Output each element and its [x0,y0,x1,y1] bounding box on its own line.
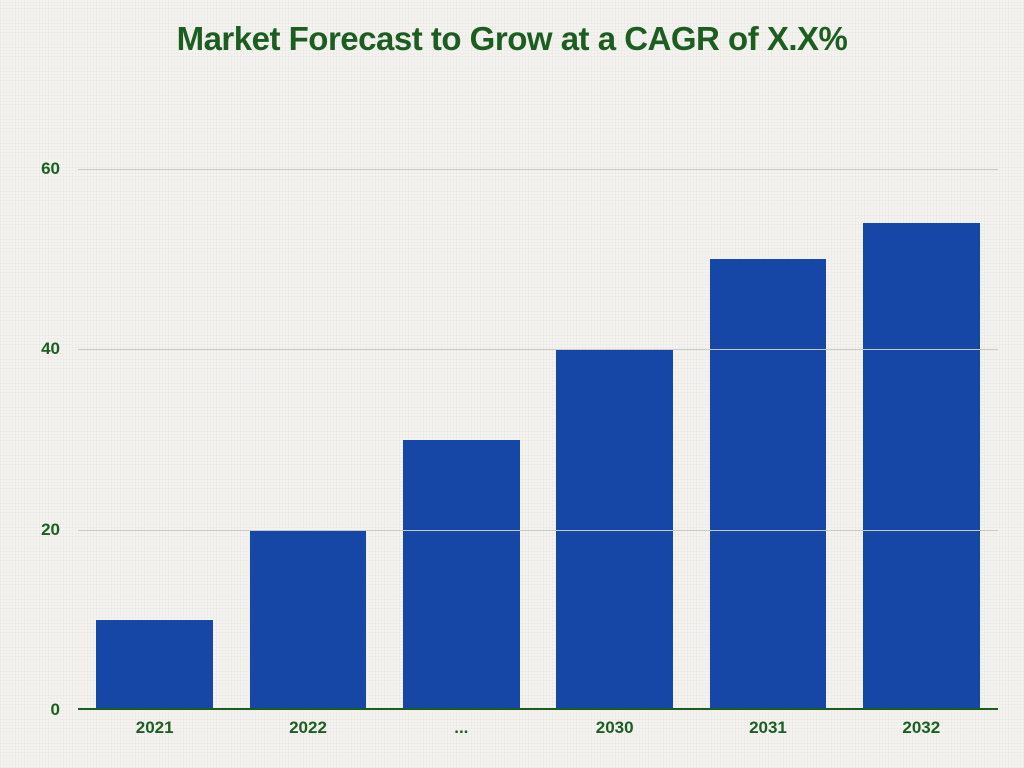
y-tick-label: 0 [51,700,78,720]
y-tick-label: 40 [41,339,78,359]
x-axis-labels: 20212022...203020312032 [78,710,998,738]
bar-slot [385,115,538,710]
bar-slot [78,115,231,710]
x-tick-label: 2022 [231,718,384,738]
x-tick-label: 2031 [691,718,844,738]
bar [710,259,827,710]
bar [863,223,980,710]
bar [250,530,367,710]
bar [403,440,520,710]
bar-slot [538,115,691,710]
x-tick-label: ... [385,718,538,738]
x-tick-label: 2032 [845,718,998,738]
bar-slot [231,115,384,710]
x-tick-label: 2021 [78,718,231,738]
bar-slot [845,115,998,710]
chart-title: Market Forecast to Grow at a CAGR of X.X… [0,20,1024,58]
bar [96,620,213,710]
y-tick-label: 60 [41,159,78,179]
y-tick-label: 20 [41,520,78,540]
grid-line [78,530,998,531]
chart-plot-area: 20212022...203020312032 0204060 [78,115,998,710]
x-tick-label: 2030 [538,718,691,738]
grid-line [78,349,998,350]
grid-line [78,169,998,170]
bar-slot [691,115,844,710]
bar-group [78,115,998,710]
